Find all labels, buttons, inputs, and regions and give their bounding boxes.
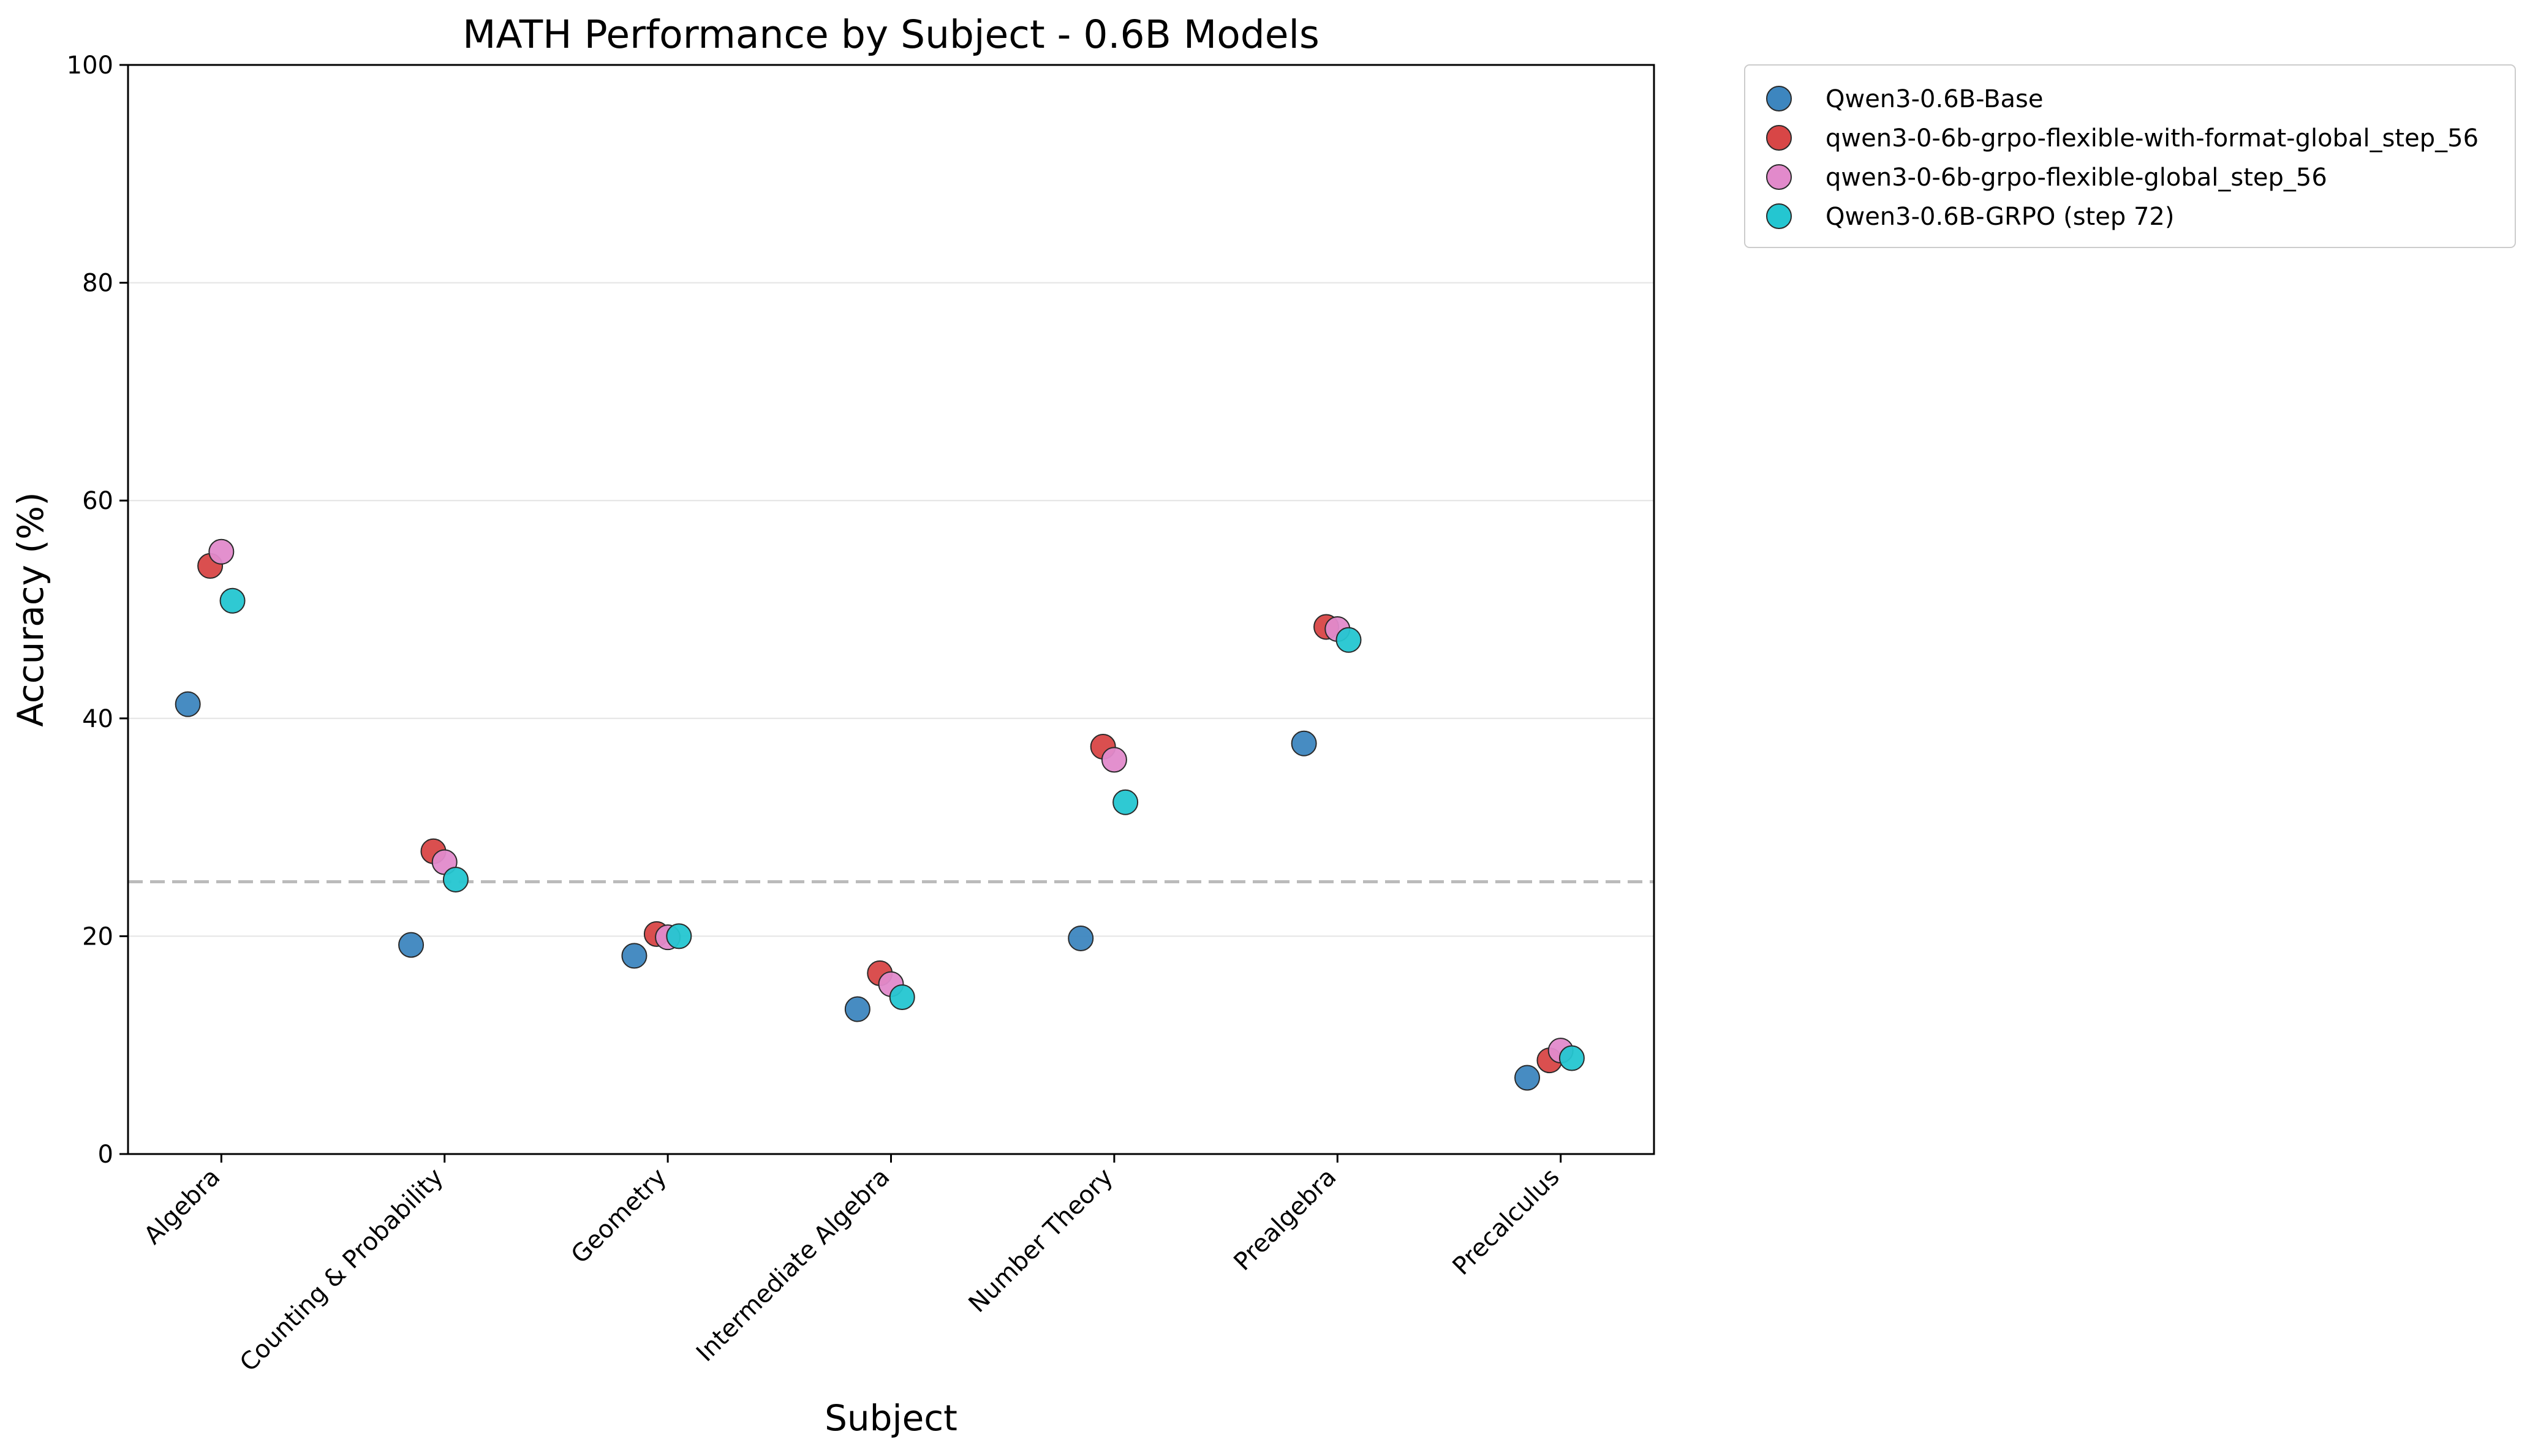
data-point xyxy=(1291,730,1317,756)
data-point xyxy=(1101,747,1127,773)
y-tick-label: 0 xyxy=(98,1141,113,1169)
data-point xyxy=(621,943,648,969)
y-tick-label: 40 xyxy=(82,705,113,733)
legend-box xyxy=(1744,64,2516,248)
data-point xyxy=(398,932,425,958)
legend-marker xyxy=(1766,164,1792,190)
legend-marker xyxy=(1766,86,1792,111)
legend-label: qwen3-0-6b-grpo-flexible-with-format-glo… xyxy=(1826,124,2479,153)
data-point xyxy=(1068,925,1094,951)
y-tick-label: 80 xyxy=(82,270,113,298)
y-axis-label: Accuracy (%) xyxy=(10,492,51,727)
chart-title: MATH Performance by Subject - 0.6B Model… xyxy=(463,12,1320,57)
legend-label: Qwen3-0.6B-Base xyxy=(1826,85,2044,113)
data-point xyxy=(442,866,469,892)
data-point xyxy=(1335,627,1362,653)
data-point xyxy=(219,587,246,614)
legend-marker xyxy=(1766,203,1792,229)
points-layer xyxy=(175,538,1585,1091)
legend-label: Qwen3-0.6B-GRPO (step 72) xyxy=(1826,203,2174,231)
legend-marker xyxy=(1766,125,1792,151)
y-tick-label: 100 xyxy=(67,51,113,80)
data-point xyxy=(844,996,870,1022)
data-point xyxy=(889,984,915,1010)
data-point xyxy=(175,691,201,717)
data-point xyxy=(1558,1045,1585,1071)
legend-label: qwen3-0-6b-grpo-flexible-global_step_56 xyxy=(1826,164,2327,192)
data-point xyxy=(666,923,692,949)
y-tick-label: 20 xyxy=(82,922,113,951)
x-axis-label: Subject xyxy=(825,1397,957,1439)
data-point xyxy=(1112,789,1139,815)
legend: Qwen3-0.6B-Base qwen3-0-6b-grpo-flexible-… xyxy=(1744,64,2516,248)
data-point xyxy=(1514,1065,1541,1091)
data-point xyxy=(208,538,235,565)
y-tick-label: 60 xyxy=(82,487,113,515)
